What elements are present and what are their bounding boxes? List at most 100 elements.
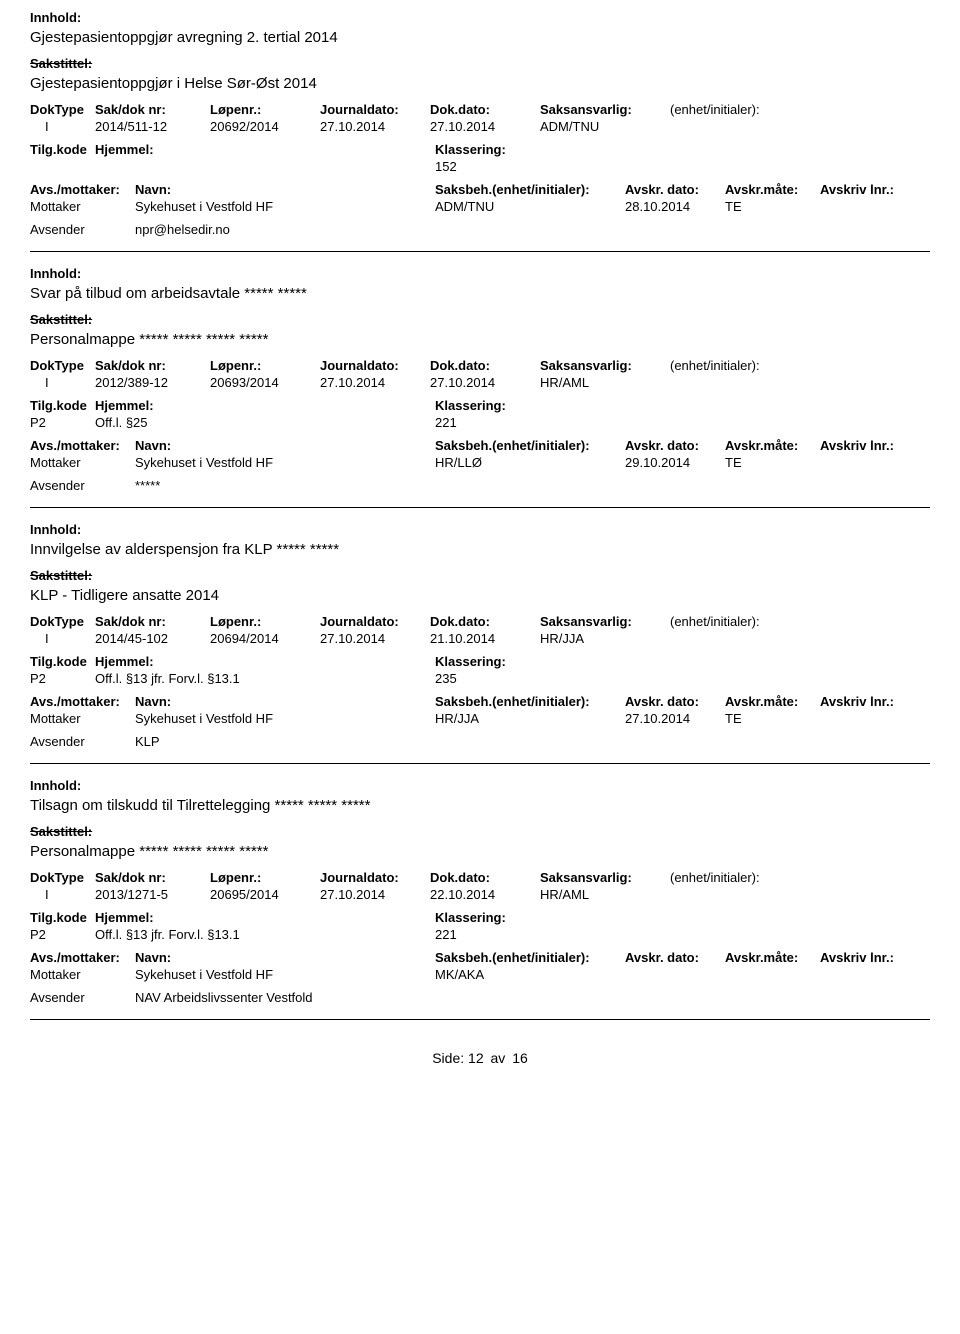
sakdoknr-label: Sak/dok nr:	[95, 870, 210, 885]
tilgkode-value	[30, 159, 95, 174]
navn-label: Navn:	[135, 182, 435, 197]
dokdato-value: 27.10.2014	[430, 375, 540, 390]
klassering-value: 152	[435, 159, 840, 174]
hjemmel-value: Off.l. §13 jfr. Forv.l. §13.1	[95, 927, 435, 942]
journaldato-label: Journaldato:	[320, 102, 430, 117]
hjemmel-label: Hjemmel:	[95, 654, 435, 669]
hjemmel-label: Hjemmel:	[95, 398, 435, 413]
avsender-navn: NAV Arbeidslivssenter Vestfold	[135, 990, 435, 1005]
tilgkode-header-row: Tilg.kode Hjemmel: Klassering:	[30, 142, 930, 157]
saksbeh-label: Saksbeh.(enhet/initialer):	[435, 438, 625, 453]
meta-header-row: DokType Sak/dok nr: Løpenr.: Journaldato…	[30, 870, 930, 885]
avskrdato-value: 28.10.2014	[625, 199, 725, 214]
tilgkode-label: Tilg.kode	[30, 142, 95, 157]
klassering-label: Klassering:	[435, 142, 840, 157]
lopenr-value: 20694/2014	[210, 631, 320, 646]
journal-record: Innhold: Gjestepasientoppgjør avregning …	[30, 10, 930, 237]
avsmottaker-header-row: Avs./mottaker: Navn: Saksbeh.(enhet/init…	[30, 950, 930, 965]
saksbeh-value: ADM/TNU	[435, 199, 625, 214]
record-divider	[30, 251, 930, 252]
doktype-value: I	[30, 119, 95, 134]
mottaker-label: Mottaker	[30, 967, 135, 982]
avsender-navn: *****	[135, 478, 435, 493]
sakdoknr-label: Sak/dok nr:	[95, 102, 210, 117]
mottaker-label: Mottaker	[30, 711, 135, 726]
innhold-value: Innvilgelse av alderspensjon fra KLP ***…	[30, 541, 930, 558]
saksbeh-label: Saksbeh.(enhet/initialer):	[435, 182, 625, 197]
innhold-label: Innhold:	[30, 10, 930, 25]
saksbeh-value: HR/LLØ	[435, 455, 625, 470]
avskrdato-label: Avskr. dato:	[625, 438, 725, 453]
tilgkode-value: P2	[30, 671, 95, 686]
innhold-label: Innhold:	[30, 522, 930, 537]
avsender-row: Avsender KLP	[30, 734, 930, 749]
record-divider	[30, 763, 930, 764]
avskrmate-value: TE	[725, 455, 820, 470]
sakdoknr-value: 2014/511-12	[95, 119, 210, 134]
avsmottaker-label: Avs./mottaker:	[30, 438, 135, 453]
doktype-value: I	[30, 375, 95, 390]
mottaker-label: Mottaker	[30, 455, 135, 470]
mottaker-navn: Sykehuset i Vestfold HF	[135, 711, 435, 726]
navn-label: Navn:	[135, 694, 435, 709]
sakstittel-value: Personalmappe ***** ***** ***** *****	[30, 843, 930, 860]
doktype-label: DokType	[30, 614, 95, 629]
sakstittel-value: KLP - Tidligere ansatte 2014	[30, 587, 930, 604]
saksbeh-label: Saksbeh.(enhet/initialer):	[435, 694, 625, 709]
lopenr-value: 20692/2014	[210, 119, 320, 134]
avskrlnr-label: Avskriv lnr.:	[820, 438, 930, 453]
avskrdato-label: Avskr. dato:	[625, 950, 725, 965]
sakdoknr-label: Sak/dok nr:	[95, 358, 210, 373]
mottaker-navn: Sykehuset i Vestfold HF	[135, 967, 435, 982]
sakstittel-label: Sakstittel:	[30, 312, 930, 327]
saksbeh-value: HR/JJA	[435, 711, 625, 726]
navn-label: Navn:	[135, 438, 435, 453]
tilgkode-label: Tilg.kode	[30, 398, 95, 413]
innhold-value: Svar på tilbud om arbeidsavtale ***** **…	[30, 285, 930, 302]
sakstittel-value: Personalmappe ***** ***** ***** *****	[30, 331, 930, 348]
tilgkode-header-row: Tilg.kode Hjemmel: Klassering:	[30, 654, 930, 669]
enhetinit-label: (enhet/initialer):	[670, 102, 930, 117]
meta-value-row: I 2012/389-12 20693/2014 27.10.2014 27.1…	[30, 375, 930, 390]
mottaker-row: Mottaker Sykehuset i Vestfold HF ADM/TNU…	[30, 199, 930, 214]
dokdato-label: Dok.dato:	[430, 870, 540, 885]
avsmottaker-header-row: Avs./mottaker: Navn: Saksbeh.(enhet/init…	[30, 182, 930, 197]
mottaker-label: Mottaker	[30, 199, 135, 214]
klassering-value: 221	[435, 927, 840, 942]
avskrmate-value	[725, 967, 820, 982]
innhold-label: Innhold:	[30, 266, 930, 281]
lopenr-value: 20695/2014	[210, 887, 320, 902]
avskrdato-value	[625, 967, 725, 982]
mottaker-row: Mottaker Sykehuset i Vestfold HF HR/LLØ …	[30, 455, 930, 470]
hjemmel-value: Off.l. §13 jfr. Forv.l. §13.1	[95, 671, 435, 686]
doktype-value: I	[30, 631, 95, 646]
meta-header-row: DokType Sak/dok nr: Løpenr.: Journaldato…	[30, 614, 930, 629]
doktype-value: I	[30, 887, 95, 902]
saksansvarlig-label: Saksansvarlig:	[540, 358, 670, 373]
sakstittel-label: Sakstittel:	[30, 56, 930, 71]
saksansvarlig-value: HR/AML	[540, 375, 670, 390]
meta-value-row: I 2013/1271-5 20695/2014 27.10.2014 22.1…	[30, 887, 930, 902]
saksansvarlig-value: ADM/TNU	[540, 119, 670, 134]
navn-label: Navn:	[135, 950, 435, 965]
dokdato-label: Dok.dato:	[430, 102, 540, 117]
avsmottaker-label: Avs./mottaker:	[30, 950, 135, 965]
dokdato-label: Dok.dato:	[430, 614, 540, 629]
journal-record: Innhold: Tilsagn om tilskudd til Tilrett…	[30, 778, 930, 1005]
record-divider	[30, 507, 930, 508]
avskrdato-label: Avskr. dato:	[625, 694, 725, 709]
tilgkode-value-row: 152	[30, 159, 930, 174]
lopenr-label: Løpenr.:	[210, 870, 320, 885]
avsender-row: Avsender NAV Arbeidslivssenter Vestfold	[30, 990, 930, 1005]
tilgkode-value: P2	[30, 927, 95, 942]
tilgkode-value-row: P2 Off.l. §25 221	[30, 415, 930, 430]
side-label: Side:	[432, 1050, 464, 1066]
record-divider	[30, 1019, 930, 1020]
hjemmel-label: Hjemmel:	[95, 142, 435, 157]
dokdato-value: 22.10.2014	[430, 887, 540, 902]
journaldato-label: Journaldato:	[320, 358, 430, 373]
tilgkode-label: Tilg.kode	[30, 654, 95, 669]
tilgkode-value-row: P2 Off.l. §13 jfr. Forv.l. §13.1 235	[30, 671, 930, 686]
journaldato-value: 27.10.2014	[320, 631, 430, 646]
of-label: av	[491, 1050, 506, 1066]
